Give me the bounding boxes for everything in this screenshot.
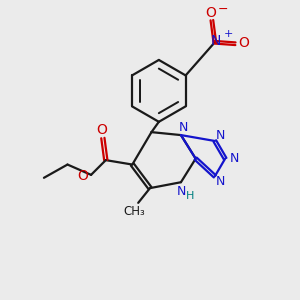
- Text: O: O: [238, 36, 249, 50]
- Text: N: N: [216, 129, 225, 142]
- Text: O: O: [96, 123, 107, 137]
- Text: H: H: [186, 191, 194, 201]
- Text: −: −: [218, 2, 228, 16]
- Text: N: N: [179, 121, 189, 134]
- Text: N: N: [229, 152, 239, 165]
- Text: +: +: [224, 29, 233, 39]
- Text: O: O: [77, 169, 88, 183]
- Text: N: N: [177, 185, 186, 198]
- Text: N: N: [216, 175, 225, 188]
- Text: CH₃: CH₃: [124, 205, 146, 218]
- Text: N: N: [211, 34, 221, 48]
- Text: O: O: [205, 6, 216, 20]
